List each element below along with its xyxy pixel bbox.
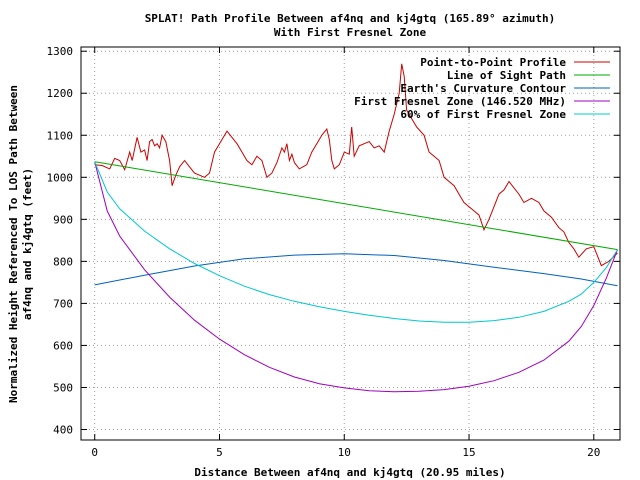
y-tick-label: 900 (53, 213, 73, 226)
chart-subtitle: With First Fresnel Zone (274, 26, 427, 39)
y-tick-label: 500 (53, 381, 73, 394)
series-line-4 (94, 161, 618, 323)
series-line-1 (94, 161, 618, 251)
y-tick-label: 1200 (47, 87, 74, 100)
legend-label-0: Point-to-Point Profile (420, 56, 566, 69)
series-line-0 (94, 63, 618, 267)
series-line-3 (94, 161, 618, 393)
series-lines (94, 63, 618, 393)
y-tick-label: 1100 (47, 129, 74, 142)
y-tick-label: 400 (53, 423, 73, 436)
plot-frame (80, 46, 621, 441)
legend-label-2: Earth's Curvature Contour (400, 82, 566, 95)
legend-label-4: 60% of First Fresnel Zone (400, 108, 566, 121)
x-tick-label: 20 (587, 446, 600, 459)
y-axis-label-line-1: Normalized Height Referenced To LOS Path… (7, 85, 20, 403)
x-tick-labels: 0 5 10 15 20 (91, 446, 600, 459)
y-tick-label: 1300 (47, 45, 74, 58)
y-tick-label: 700 (53, 297, 73, 310)
legend-label-1: Line of Sight Path (447, 69, 566, 82)
y-axis-label-line-2: af4nq and kj4gtq (feet) (21, 168, 34, 320)
chart-title: SPLAT! Path Profile Between af4nq and kj… (145, 12, 556, 25)
y-tick-label: 600 (53, 339, 73, 352)
x-axis-label: Distance Between af4nq and kj4gtq (20.95… (194, 466, 505, 479)
x-tick-label: 15 (462, 446, 475, 459)
y-tick-label: 1000 (47, 171, 74, 184)
x-tick-label: 10 (338, 446, 351, 459)
grid-lines (81, 47, 620, 440)
legend-label-3: First Fresnel Zone (146.520 MHz) (354, 95, 566, 108)
x-tick-label: 5 (216, 446, 223, 459)
axis-ticks (81, 47, 620, 440)
series-line-2 (94, 253, 618, 287)
y-tick-label: 800 (53, 255, 73, 268)
y-tick-labels: 400 500 600 700 800 900 1000 1100 1200 1300 (47, 45, 74, 436)
x-tick-label: 0 (91, 446, 98, 459)
